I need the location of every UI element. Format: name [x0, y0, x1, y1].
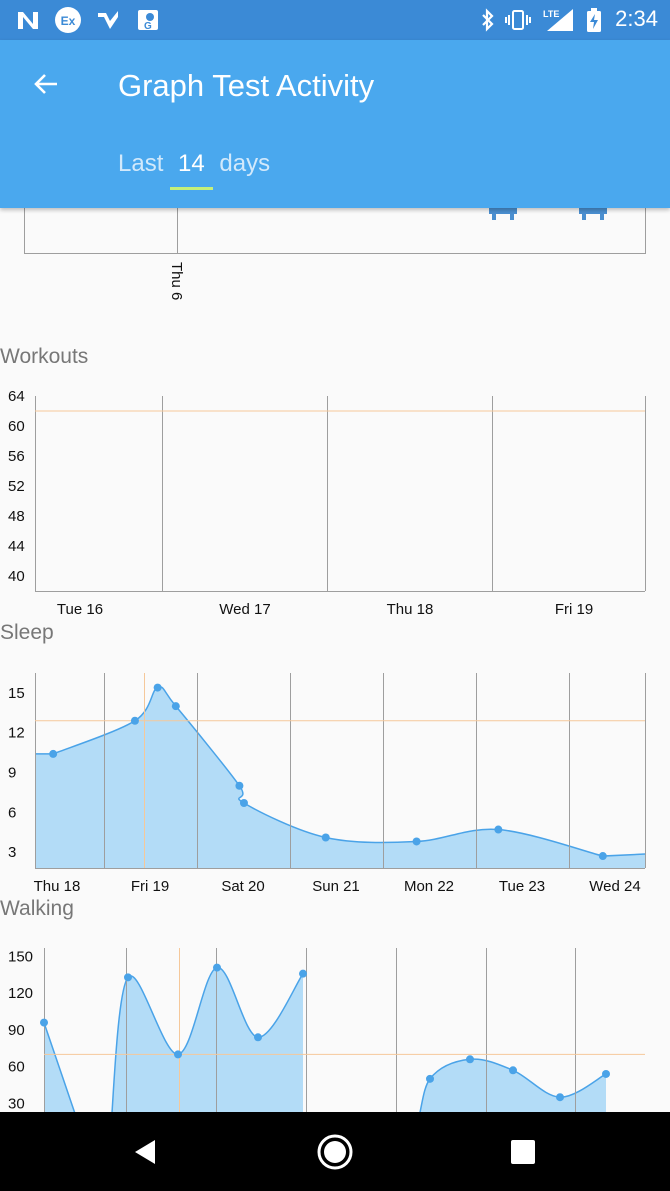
sleep-data-point [412, 837, 421, 846]
workouts-x-tick: Thu 18 [387, 601, 434, 618]
walking-series-seg1-fill [44, 1022, 75, 1112]
sleep-data-point [598, 852, 607, 861]
sleep-area-fill [35, 686, 645, 868]
workouts-x-tick: Tue 16 [57, 601, 103, 618]
walking-data-point [556, 1093, 564, 1102]
workouts-y-tick: 52 [8, 478, 25, 495]
walking-data-point [602, 1069, 610, 1078]
back-button[interactable] [22, 60, 70, 108]
workouts-y-tick: 48 [8, 508, 25, 525]
n-icon [14, 6, 42, 34]
ex-icon: Ex [54, 6, 82, 34]
walking-data-point [254, 1033, 262, 1042]
sleep-x-tick: Sun 21 [312, 878, 360, 895]
walking-y-tick: 30 [8, 1095, 25, 1112]
system-nav-bar [0, 1112, 670, 1191]
sleep-data-point [321, 833, 330, 842]
nav-back-button[interactable] [124, 1130, 168, 1174]
workouts-y-tick: 44 [8, 538, 25, 555]
sleep-data-point [49, 749, 58, 758]
recents-square-icon [511, 1140, 535, 1164]
workouts-y-tick: 60 [8, 418, 25, 435]
workouts-y-tick: 64 [8, 388, 25, 405]
sleep-data-point [494, 825, 503, 834]
sleep-data-point [235, 781, 244, 790]
graph-scroll-area[interactable]: Thu 6 Workouts 64 60 56 52 48 44 40 Tue 16 Wed 1… [0, 208, 670, 1112]
page-title: Graph Test Activity [118, 68, 375, 103]
walking-data-point [213, 963, 221, 972]
back-arrow-icon [34, 74, 57, 94]
maps-icon: G [134, 6, 162, 34]
workouts-y-tick: 40 [8, 568, 25, 585]
status-clock: 2:34 [615, 6, 658, 31]
sleep-y-tick: 6 [8, 804, 16, 821]
sleep-data-point [239, 799, 248, 807]
workouts-chart: 64 60 56 52 48 44 40 Tue 16 Wed 17 Thu 18 Fri 19 [8, 388, 646, 618]
android-marker-icon [579, 208, 607, 220]
sleep-data-point [153, 683, 162, 692]
subtitle-prefix: Last [118, 150, 164, 177]
subtitle-suffix: days [219, 150, 271, 177]
walking-series-seg2-fill [112, 967, 303, 1112]
sleep-x-tick: Wed 24 [589, 878, 640, 895]
battery-charging-icon [580, 6, 608, 34]
app-bar: Graph Test Activity Last 14 days [0, 40, 670, 208]
walking-label: Walking [0, 897, 74, 920]
sleep-x-tick: Mon 22 [404, 878, 454, 895]
walking-data-point [466, 1055, 474, 1064]
sleep-series-line [35, 686, 646, 857]
checkmark-icon [94, 6, 122, 34]
walking-data-point [509, 1066, 517, 1075]
walking-y-tick: 150 [8, 949, 33, 966]
sleep-data-point [171, 702, 180, 711]
workouts-label: Workouts [0, 345, 89, 368]
days-count-value: 14 [178, 150, 205, 177]
vibrate-icon [504, 6, 532, 34]
walking-data-point [299, 969, 307, 978]
svg-text:G: G [144, 21, 152, 32]
sleep-y-tick: 12 [8, 725, 25, 742]
sleep-chart: 15 12 9 6 3 Thu 18 Fri 19 Sat 20 Sun 21 Mon 22 Tue… [8, 673, 646, 895]
days-underline [170, 187, 213, 190]
workouts-x-tick: Fri 19 [555, 601, 593, 618]
days-count-selector[interactable]: 14 [170, 150, 213, 190]
workouts-y-tick: 56 [8, 448, 25, 465]
lte-signal-icon: LTE [540, 6, 576, 34]
svg-text:Ex: Ex [61, 14, 76, 28]
walking-y-tick: 90 [8, 1022, 25, 1039]
status-bar: Ex G LTE 2:34 [0, 0, 670, 40]
svg-text:LTE: LTE [543, 9, 559, 19]
sleep-data-point [130, 716, 139, 725]
bluetooth-icon [474, 6, 502, 34]
top-chart-x-tick: Thu 6 [168, 262, 185, 300]
top-chart: Thu 6 [24, 208, 646, 300]
sleep-label: Sleep [0, 621, 54, 644]
home-circle-icon [317, 1134, 353, 1170]
walking-data-point [174, 1050, 182, 1059]
android-marker-icon [489, 208, 517, 220]
walking-data-point [40, 1018, 48, 1027]
sleep-x-tick: Thu 18 [34, 878, 81, 895]
sleep-x-tick: Fri 19 [131, 878, 169, 895]
nav-home-button[interactable] [313, 1130, 357, 1174]
walking-y-tick: 60 [8, 1059, 25, 1076]
back-triangle-icon [135, 1140, 155, 1164]
walking-data-point [426, 1074, 434, 1083]
sleep-y-tick: 9 [8, 764, 16, 781]
walking-series-seg1-line [43, 1022, 76, 1112]
nav-recents-button[interactable] [501, 1130, 545, 1174]
sleep-y-tick: 15 [8, 685, 25, 702]
walking-series-seg3-fill [420, 1059, 606, 1112]
walking-y-tick: 120 [8, 985, 33, 1002]
walking-data-point [124, 973, 132, 982]
sleep-y-tick: 3 [8, 844, 16, 861]
sleep-x-tick: Tue 23 [499, 878, 545, 895]
walking-chart: 150 120 90 60 30 [8, 948, 645, 1112]
sleep-x-tick: Sat 20 [221, 878, 264, 895]
workouts-x-tick: Wed 17 [219, 601, 270, 618]
date-range-subtitle: Last 14 days [118, 150, 271, 190]
